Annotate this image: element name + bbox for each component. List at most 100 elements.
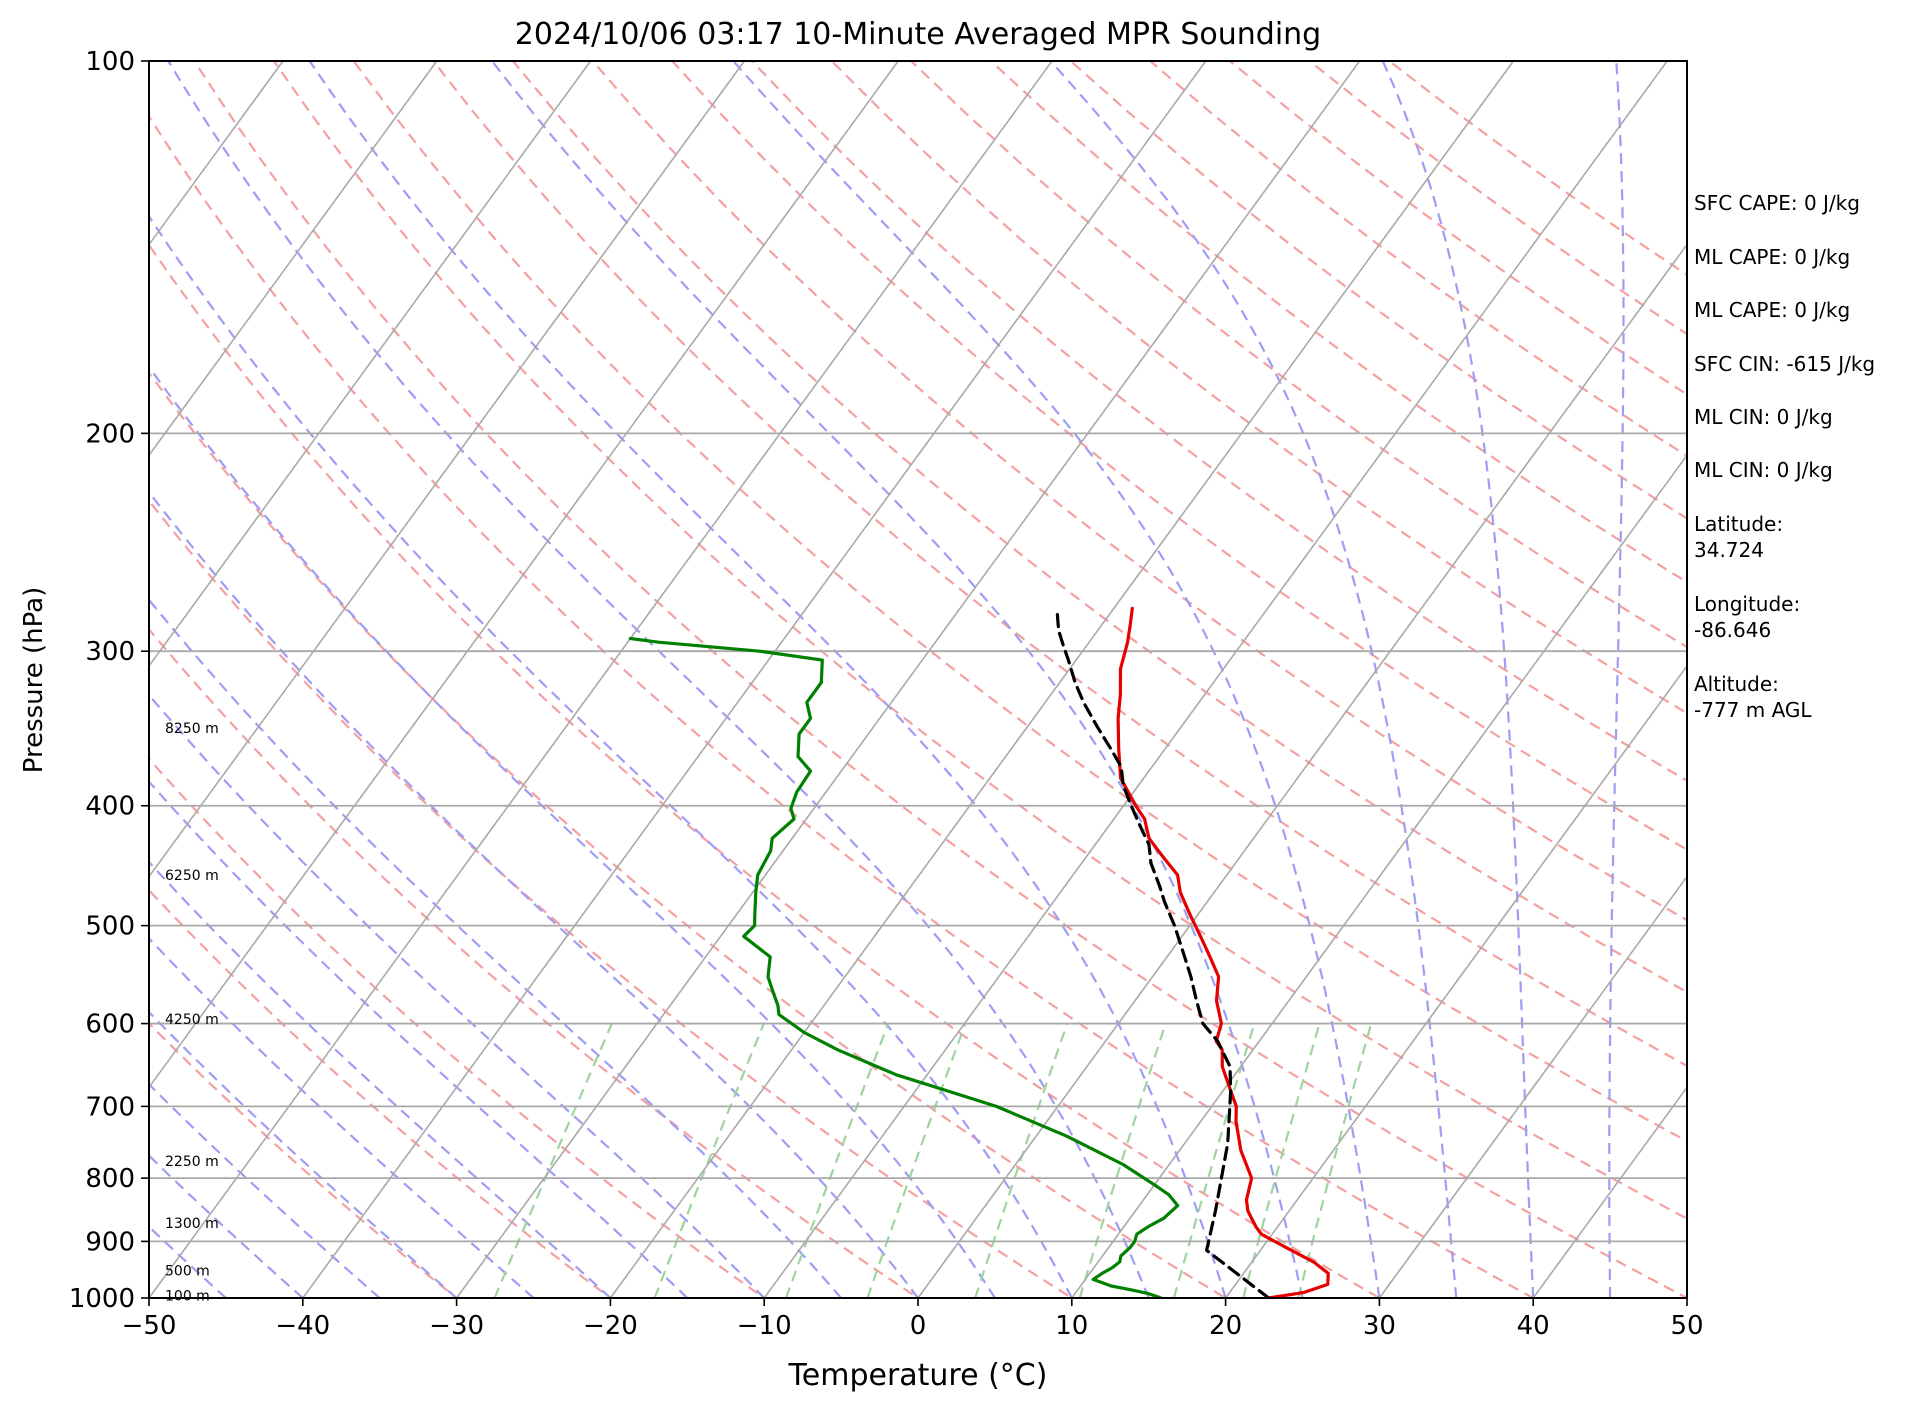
x-tick-label: −50 [122,1311,177,1341]
height-label: 100 m [165,1288,210,1304]
moist-adiabat-line [149,936,535,1298]
x-tick-label: −10 [737,1311,792,1341]
dry-adiabat-line [432,61,1687,1068]
y-tick-label: 300 [85,637,135,667]
mixing-ratio-line [1078,1023,1167,1298]
x-tick-label: 40 [1517,1311,1550,1341]
y-tick-label: 900 [85,1227,135,1257]
isotherm-line [1532,1085,1687,1298]
isotherm-line [1224,664,1687,1298]
isotherm-line [1841,61,1910,1298]
profile-series-line [1055,608,1271,1298]
x-tick-label: −40 [275,1311,330,1341]
isotherm-line [149,61,438,457]
dry-adiabat-line [149,243,1382,1298]
dry-adiabat-line [149,371,1228,1298]
stat-item: SFC CAPE: 0 J/kg [1694,191,1860,215]
moist-adiabat-line [149,1082,381,1298]
dry-adiabat-line [149,888,613,1298]
isotherm-line [763,61,1668,1298]
moist-adiabat-line [149,598,842,1298]
height-label: 1300 m [165,1216,219,1232]
height-label: 2250 m [165,1154,219,1170]
chart-title: 2024/10/06 03:17 10-Minute Averaged MPR … [515,17,1321,52]
y-tick-label: 400 [85,792,135,822]
dry-adiabat-line [193,61,1687,1298]
y-tick-label: 100 [85,47,135,77]
stat-item: ML CIN: 0 J/kg [1694,458,1833,482]
stat-item: ML CIN: 0 J/kg [1694,405,1833,429]
moist-adiabat-line [149,860,612,1298]
x-tick-label: −30 [429,1311,484,1341]
x-axis-label: Temperature (°C) [788,1358,1048,1393]
moist-adiabat-line [149,693,765,1298]
y-tick-label: 800 [85,1164,135,1194]
y-tick-label: 1000 [69,1284,135,1314]
mixing-ratio-line [1172,1023,1256,1298]
dry-adiabat-line [149,114,1536,1298]
mixing-ratio-line [493,1023,613,1298]
isotherm-line [917,243,1687,1298]
height-label: 500 m [165,1263,210,1279]
moist-adiabat-line [167,61,1150,1298]
x-tick-label: 20 [1209,1311,1242,1341]
isotherm-line [149,61,592,668]
moist-adiabat-line [732,61,1381,1298]
mixing-ratio-line [974,1023,1069,1298]
profile-lines [628,606,1330,1298]
isotherm-line [1378,875,1687,1298]
moist-adiabat-line [149,365,996,1298]
stat-item: Longitude: -86.646 [1694,592,1801,642]
x-tick-label: 30 [1363,1311,1396,1341]
moist-adiabat-line [1381,61,1535,1298]
y-tick-label: 200 [85,419,135,449]
moist-adiabat-line [149,490,919,1298]
mixing-ratio-line [866,1023,967,1298]
stat-item: Altitude: -777 m AGL [1694,672,1812,722]
isotherm-line [302,61,1207,1298]
moist-adiabat-line [1608,61,1625,1298]
y-tick-label: 700 [85,1092,135,1122]
moist-adiabat-line [1049,61,1458,1298]
y-tick-label: 500 [85,912,135,942]
height-labels: 100 m 500 m 1300 m 2250 m 4250 m 6250 m 8250 m [165,721,219,1304]
moist-adiabat-line [308,61,1227,1298]
y-tick-label: 600 [85,1010,135,1040]
moist-adiabat-line [149,1154,304,1298]
dry-adiabat-line [149,499,1074,1298]
stat-item: SFC CIN: -615 J/kg [1694,352,1876,376]
dry-adiabat-line [751,61,1687,782]
dry-adiabat-line [910,61,1687,649]
plot-frame [148,60,1688,1299]
reference-lines [149,61,1910,1298]
isotherm-line [149,61,746,878]
isotherm-line [1071,453,1687,1298]
y-axis-label: Pressure (hPa) [19,587,49,774]
isotherm-line [149,61,899,1089]
dry-adiabat-line [352,61,1687,1143]
moist-adiabat-line [149,214,1073,1298]
profile-series-line [1116,606,1330,1298]
x-tick-label: −20 [583,1311,638,1341]
isotherm-line [609,61,1515,1298]
isotherm-line [149,61,1053,1298]
stat-item: Latitude: 34.724 [1694,512,1784,562]
moist-adiabat-line [149,1010,458,1298]
moist-adiabat-line [491,61,1304,1298]
stat-item: ML CAPE: 0 J/kg [1694,298,1851,322]
mixing-ratio-line [1297,1023,1373,1298]
height-label: 4250 m [165,1012,219,1028]
mixing-ratio-line [653,1023,765,1298]
isotherm-line [455,61,1361,1298]
x-tick-label: 10 [1055,1311,1088,1341]
dry-adiabat-line [591,61,1687,922]
height-label: 8250 m [165,721,219,737]
x-tick-label: 0 [910,1311,927,1341]
moist-adiabat-line [149,780,689,1298]
dry-adiabat-line [272,61,1687,1220]
height-label: 6250 m [165,868,219,884]
dry-adiabat-line [149,757,767,1298]
stat-item: ML CAPE: 0 J/kg [1694,245,1851,269]
